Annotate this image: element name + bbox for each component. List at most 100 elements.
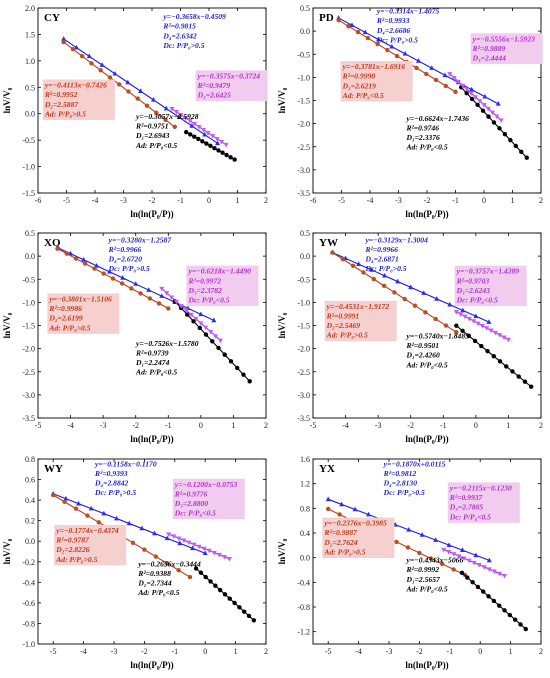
data-point-red	[156, 301, 162, 306]
y-tick-label: 0.6	[25, 476, 35, 485]
data-point-black	[242, 609, 247, 614]
x-tick-label: -4	[80, 647, 87, 656]
data-point-magenta	[451, 552, 457, 557]
data-point-blue	[189, 123, 195, 128]
data-point-magenta	[173, 110, 179, 115]
data-point-black	[222, 592, 228, 597]
annotation-line: D₄=2.6686	[376, 26, 411, 35]
data-point-red	[392, 290, 397, 295]
data-point-black	[470, 580, 475, 585]
data-point-magenta	[164, 291, 170, 296]
data-point-blue	[198, 311, 204, 317]
data-point-blue	[325, 496, 331, 502]
data-point-red	[89, 61, 94, 66]
chart-panel-pd: -6 -5 -4 -3 -2 -1 0 1 2 -3.5 -3.0 -2.5 -2.0 -1.5 -1.0 -…	[277, 4, 543, 219]
data-point-red	[414, 65, 419, 71]
data-point-black	[480, 108, 486, 113]
data-point-black	[217, 587, 223, 593]
data-point-black	[516, 374, 521, 379]
annotation-line: Ad: P/P₀<0.5	[137, 588, 179, 597]
data-point-red	[381, 283, 387, 288]
panel-label: PD	[319, 12, 334, 24]
data-point-red	[451, 567, 456, 572]
data-point-blue	[215, 140, 221, 146]
data-point-red	[423, 310, 428, 315]
data-point-blue	[125, 79, 131, 85]
plot-area	[325, 496, 528, 632]
data-point-blue	[421, 290, 427, 295]
x-tick-label: 1	[231, 421, 235, 430]
y-tick-label: -3.0	[22, 391, 35, 400]
annotation-line: D₃=2.3782	[187, 286, 222, 295]
x-tick-label: -5	[310, 421, 317, 430]
annotation-line: y=−0.1870x+0.0115	[383, 459, 446, 468]
data-point-magenta	[497, 333, 503, 338]
x-tick-label: -1	[446, 647, 453, 656]
chart-panel-yw: -5 -4 -3 -2 -1 0 1 2 -3.5 -3.0 -2.5 -2.0 -1.5 -1.0 -0.…	[277, 229, 543, 444]
data-point-red	[424, 71, 429, 77]
y-tick-label: -0.2	[22, 558, 35, 567]
annotation-line: D₂=2.5469	[326, 321, 361, 330]
x-axis-title: ln(ln(P₀/P))	[405, 209, 448, 219]
data-point-magenta	[205, 130, 211, 136]
annotation-box	[454, 265, 527, 307]
data-point-blue	[473, 552, 479, 558]
x-tick-label: -5	[325, 647, 332, 656]
data-point-magenta	[208, 329, 214, 335]
data-point-blue	[369, 267, 375, 272]
data-point-red	[187, 574, 193, 580]
x-tick-label: -1	[165, 421, 172, 430]
x-tick-label: -2	[416, 647, 423, 656]
data-point-blue	[133, 281, 139, 286]
data-point-red	[350, 263, 356, 269]
annotation-line: y=−0.1158x−0.1170	[94, 459, 157, 468]
x-axis-title: ln(ln(P₀/P))	[405, 434, 448, 444]
data-point-black	[479, 343, 484, 349]
data-point-magenta	[484, 326, 490, 331]
data-point-black	[518, 622, 523, 627]
y-tick-label: -1.0	[297, 73, 310, 82]
annotation-line: y=−0.3658x−0.4509	[162, 12, 226, 21]
data-point-black	[192, 134, 197, 139]
x-tick-label: 1	[506, 421, 510, 430]
data-point-red	[73, 256, 79, 261]
y-tick-label: 0.5	[300, 4, 310, 13]
data-point-black	[513, 143, 519, 149]
data-point-red	[440, 561, 445, 567]
data-point-red	[443, 323, 449, 328]
x-tick-label: 1	[236, 196, 240, 205]
annotation-line: Dc: P/P₀>0.5	[94, 488, 136, 497]
data-point-black	[502, 132, 508, 137]
y-axis-title: lnV/V₀	[277, 538, 287, 564]
data-point-red	[337, 512, 342, 517]
plot-area	[336, 15, 529, 160]
y-tick-label: -1.5	[22, 322, 35, 331]
data-point-red	[402, 296, 407, 302]
y-tick-label: 0.2	[25, 517, 35, 526]
data-point-red	[361, 270, 366, 275]
data-point-black	[459, 570, 465, 576]
y-tick-label: 0.5	[25, 229, 35, 238]
data-point-black	[237, 605, 242, 610]
data-point-black	[466, 333, 471, 339]
y-tick-label: -0.4	[22, 578, 35, 587]
data-point-magenta	[191, 542, 197, 548]
data-point-black	[454, 323, 459, 328]
y-tick-label: -2.5	[22, 368, 35, 377]
x-tick-label: 2	[539, 647, 543, 656]
data-point-magenta	[187, 119, 193, 124]
annotation-line: D₃=2.7885	[449, 503, 484, 512]
data-point-blue	[202, 131, 208, 137]
data-point-blue	[114, 515, 120, 521]
data-point-blue	[88, 505, 94, 511]
annotation-line: R²=0.9388	[137, 569, 171, 578]
annotation-line: Dc: P/P₀>0.5	[162, 41, 204, 50]
data-point-magenta	[460, 83, 466, 89]
